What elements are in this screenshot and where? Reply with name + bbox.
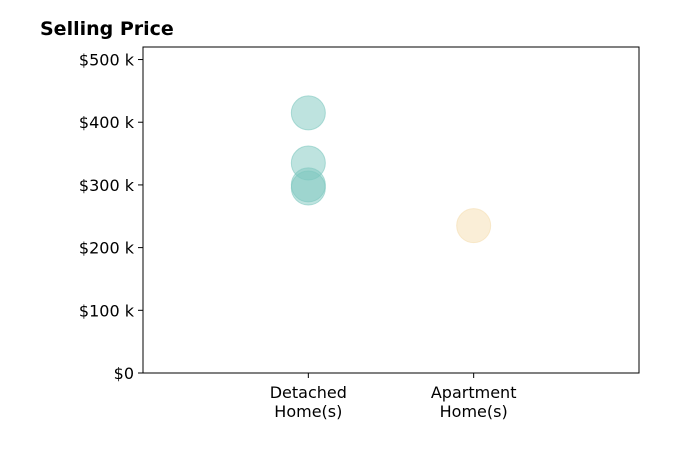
axes: $0 $100 k $200 k $300 k $400 k $500 k Detached… xyxy=(79,46,640,421)
y-tick-label-0: $0 xyxy=(114,364,134,383)
plot-frame xyxy=(142,46,640,374)
chart-title: Selling Price xyxy=(40,18,174,40)
x-tick-label-1: Apartment Home(s) xyxy=(431,383,517,421)
data-point-0-3 xyxy=(290,170,326,206)
data-point-1-0 xyxy=(456,208,492,244)
y-tick-label-4: $400 k xyxy=(79,113,135,132)
data-point-0-0 xyxy=(290,95,326,131)
y-tick-label-3: $300 k xyxy=(79,176,135,195)
plot-area xyxy=(290,95,492,244)
y-tick-label-1: $100 k xyxy=(79,301,135,320)
x-tick-label-0: Detached Home(s) xyxy=(270,383,347,421)
y-tick-label-2: $200 k xyxy=(79,239,135,258)
y-tick-label-5: $500 k xyxy=(79,51,135,70)
